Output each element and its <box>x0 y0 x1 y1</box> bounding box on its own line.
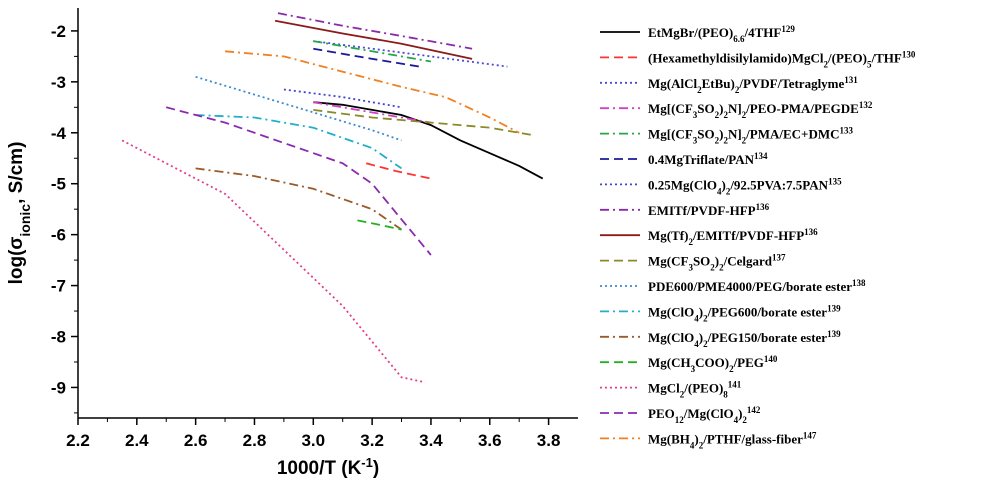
legend-item: Mg(AlCl2EtBu)2/PVDF/Tetraglyme131 <box>600 75 858 95</box>
legend-label: Mg[(CF3SO2)2N]2/PMA/EC+DMC133 <box>648 126 854 146</box>
legend-item: 0.25Mg(ClO4)2/92.5PVA:7.5PAN135 <box>600 176 842 196</box>
series-line-5 <box>313 40 432 63</box>
legend-item: EMITf/PVDF-HFP136 <box>600 202 770 218</box>
series-lines <box>121 12 544 384</box>
x-tick-label: 2.8 <box>243 431 267 450</box>
x-tick-label: 2.2 <box>66 431 90 450</box>
series-line-8 <box>277 12 473 50</box>
legend-label: Mg(ClO4)2/PEG600/borate ester139 <box>648 303 841 323</box>
legend-label: MgCl2/(PEO)8141 <box>648 380 742 400</box>
x-tick-label: 3.4 <box>419 431 443 450</box>
series-line-13 <box>195 167 403 231</box>
legend-label: Mg(AlCl2EtBu)2/PVDF/Tetraglyme131 <box>648 75 858 95</box>
series-line-11 <box>195 75 402 142</box>
legend-label: (Hexamethyldisilylamido)MgCl2/(PEO)5/THF… <box>648 49 916 69</box>
legend-item: Mg[(CF3SO2)2N]2/PEO-PMA/PEGDE132 <box>600 100 873 120</box>
legend-item: Mg(Tf)2/EMITf/PVDF-HFP136 <box>600 227 818 247</box>
y-tick-label: -5 <box>51 175 66 194</box>
x-tick-label: 3.8 <box>537 431 561 450</box>
y-tick-label: -7 <box>51 277 66 296</box>
y-tick-label: -6 <box>51 226 66 245</box>
series-line-10 <box>313 109 535 137</box>
legend-item: Mg(CH3COO)2/PEG140 <box>600 354 778 374</box>
y-axis: -2 -3 -4 -5 -6 -7 -8 -9 <box>51 22 78 414</box>
y-tick-label: -9 <box>51 378 66 397</box>
legend-item: Mg(BH4)2/PTHF/glass-fiber147 <box>600 430 817 450</box>
y-tick-label: -2 <box>51 22 66 41</box>
series-line-9 <box>274 19 473 60</box>
legend-item: Mg(ClO4)2/PEG600/borate ester139 <box>600 303 841 323</box>
legend-label: 0.25Mg(ClO4)2/92.5PVA:7.5PAN135 <box>648 176 842 196</box>
legend-item: (Hexamethyldisilylamido)MgCl2/(PEO)5/THF… <box>600 49 916 69</box>
legend: EtMgBr/(PEO)6.6/4THF129 (Hexamethyldisily… <box>600 24 916 450</box>
x-axis-title: 1000/T (K-1) <box>277 455 379 480</box>
legend-item: EtMgBr/(PEO)6.6/4THF129 <box>600 24 795 44</box>
series-line-12 <box>195 114 403 170</box>
legend-item: PDE600/PME4000/PEG/borate ester138 <box>600 278 866 294</box>
legend-label: PDE600/PME4000/PEG/borate ester138 <box>648 278 866 294</box>
legend-label: Mg(Tf)2/EMITf/PVDF-HFP136 <box>648 227 818 247</box>
x-tick-label: 2.4 <box>125 431 149 450</box>
series-line-15 <box>121 139 426 384</box>
y-tick-label: -8 <box>51 328 66 347</box>
series-line-17 <box>225 50 520 134</box>
legend-item: MgCl2/(PEO)8141 <box>600 380 742 400</box>
series-line-1 <box>313 101 544 180</box>
y-tick-label: -4 <box>51 124 67 143</box>
series-line-4 <box>313 101 432 124</box>
x-tick-label: 3.0 <box>301 431 325 450</box>
y-tick-label: -3 <box>51 73 66 92</box>
plot-area <box>77 8 578 419</box>
y-axis-title: log(σionic, S/cm) <box>6 142 33 285</box>
x-tick-label: 3.2 <box>360 431 384 450</box>
legend-item: 0.4MgTriflate/PAN134 <box>600 151 768 167</box>
series-line-16 <box>165 106 432 256</box>
series-line-2 <box>365 162 432 180</box>
legend-label: Mg(ClO4)2/PEG150/borate ester139 <box>648 329 841 349</box>
legend-label: Mg(CH3COO)2/PEG140 <box>648 354 778 374</box>
legend-item: Mg(ClO4)2/PEG150/borate ester139 <box>600 329 841 349</box>
x-axis: 2.2 2.4 2.6 2.8 3.0 3.2 3.4 3.6 3.8 <box>66 418 560 450</box>
x-tick-label: 3.6 <box>478 431 502 450</box>
series-line-6 <box>313 47 420 68</box>
legend-label: Mg[(CF3SO2)2N]2/PEO-PMA/PEGDE132 <box>648 100 873 120</box>
legend-item: Mg(CF3SO2)2/Celgard137 <box>600 253 786 273</box>
series-line-14 <box>357 219 402 231</box>
legend-label: Mg(BH4)2/PTHF/glass-fiber147 <box>648 430 817 450</box>
legend-item: Mg[(CF3SO2)2N]2/PMA/EC+DMC133 <box>600 126 854 146</box>
legend-label: EtMgBr/(PEO)6.6/4THF129 <box>648 24 795 44</box>
legend-label: Mg(CF3SO2)2/Celgard137 <box>648 253 786 273</box>
x-tick-label: 2.6 <box>184 431 208 450</box>
legend-label: PEO12/Mg(ClO4)2142 <box>648 405 761 425</box>
legend-label: 0.4MgTriflate/PAN134 <box>648 151 768 167</box>
legend-label: EMITf/PVDF-HFP136 <box>648 202 770 218</box>
legend-item: PEO12/Mg(ClO4)2142 <box>600 405 761 425</box>
